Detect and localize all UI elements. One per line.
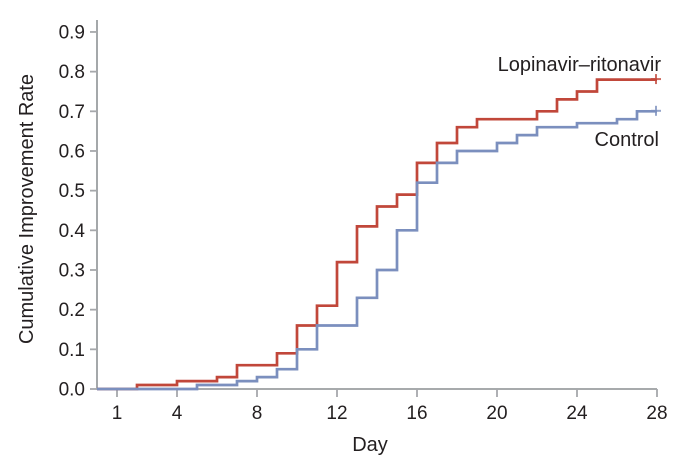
x-tick-label: 1 [112,403,123,424]
y-tick-label: 0.9 [59,22,85,43]
curve-lopinavir-ritonavir [97,78,657,391]
curve-control [97,109,657,391]
x-tick-label: 28 [646,403,667,424]
y-tick-label: 0.7 [59,102,85,123]
y-tick-label: 0.8 [59,62,85,83]
y-tick-label: 0.4 [59,221,86,242]
axes-layer: 0.0 0.1 0.2 0.3 0.4 0.5 0.6 0.7 0.8 0.9 1 4 8 12 16 20 2… [59,20,668,424]
y-tick-label: 0.6 [59,141,85,162]
y-axis-title: Cumulative Improvement Rate [16,74,38,344]
x-tick-label: 12 [326,403,347,424]
x-tick-label: 4 [172,403,183,424]
curves-layer [97,74,661,391]
censor-mark [651,74,661,85]
y-tick-label: 0.0 [59,380,85,401]
x-tick-label: 24 [566,403,588,424]
x-tick-label: 16 [406,403,427,424]
series-label-lopinavir-ritonavir: Lopinavir–ritonavir [498,54,662,76]
series-label-control: Control [595,129,659,151]
y-tick-label: 0.1 [59,340,85,361]
censor-mark [651,105,661,116]
x-axis-title: Day [352,434,388,456]
y-tick-label: 0.2 [59,300,85,321]
x-tick-label: 8 [252,403,263,424]
y-tick-label: 0.5 [59,181,85,202]
x-tick-label: 20 [486,403,507,424]
y-tick-label: 0.3 [59,260,85,281]
